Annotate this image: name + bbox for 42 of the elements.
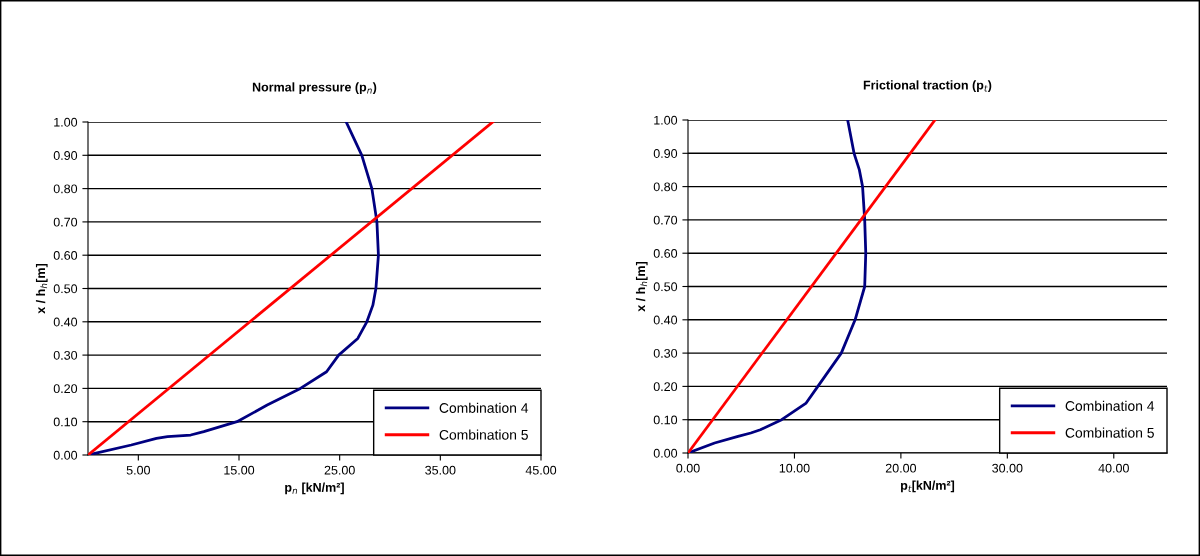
y-tick-label: 0.10: [653, 415, 678, 425]
chart-title: Frictional traction (p$_{t}$): [863, 80, 992, 92]
x-tick-label: 20.00: [885, 463, 917, 473]
x-tick-label: 25.00: [324, 465, 355, 475]
x-axis-title: p$_{n}$ [kN/m²]: [285, 482, 344, 495]
y-axis-title: x / h$_{h}$[m]: [35, 264, 48, 314]
y-tick-label: 0.80: [53, 184, 78, 194]
y-tick-label: 0.40: [653, 315, 678, 325]
legend-label: Combination 4: [1065, 400, 1155, 411]
y-tick-label: 0.60: [53, 251, 78, 260]
x-tick-label: 0.00: [676, 463, 700, 473]
y-axis-title: x / h$_{h}$[m]: [635, 262, 648, 312]
y-tick-label: 0.30: [53, 350, 78, 360]
legend-label: Combination 5: [1065, 427, 1154, 438]
y-tick-label: 0.70: [53, 217, 78, 227]
y-tick-label: 0.80: [653, 182, 678, 192]
y-tick-label: 0.70: [653, 215, 678, 225]
legend-label: Combination 5: [439, 429, 528, 440]
y-tick-label: 0.90: [53, 151, 78, 160]
y-tick-label: 0.20: [653, 382, 678, 392]
chart-title: Normal pressure (p$_{n}$): [252, 82, 377, 94]
y-tick-label: 0.20: [53, 384, 78, 394]
x-tick-label: 45.00: [525, 465, 557, 475]
y-tick-label: 0.40: [53, 317, 78, 327]
x-tick-label: 30.00: [992, 463, 1023, 473]
y-tick-label: 0.10: [53, 417, 78, 427]
y-tick-label: 0.00: [53, 450, 78, 460]
x-tick-label: 15.00: [224, 465, 255, 475]
x-tick-label: 35.00: [425, 465, 456, 475]
x-tick-label: 10.00: [779, 463, 810, 473]
y-tick-label: 0.60: [653, 249, 678, 258]
x-tick-label: 40.00: [1098, 463, 1129, 473]
x-tick-label: 5.00: [126, 465, 151, 475]
y-tick-label: 0.90: [653, 149, 678, 158]
y-tick-label: 0.50: [53, 284, 78, 294]
y-tick-label: 0.50: [653, 282, 678, 292]
y-tick-label: 1.00: [654, 115, 678, 125]
y-tick-label: 0.30: [653, 348, 678, 358]
x-axis-title: p$_{t}$[kN/m²]: [901, 480, 955, 493]
y-tick-label: 1.00: [54, 117, 78, 127]
legend-label: Combination 4: [439, 402, 529, 413]
y-tick-label: 0.00: [653, 448, 678, 458]
